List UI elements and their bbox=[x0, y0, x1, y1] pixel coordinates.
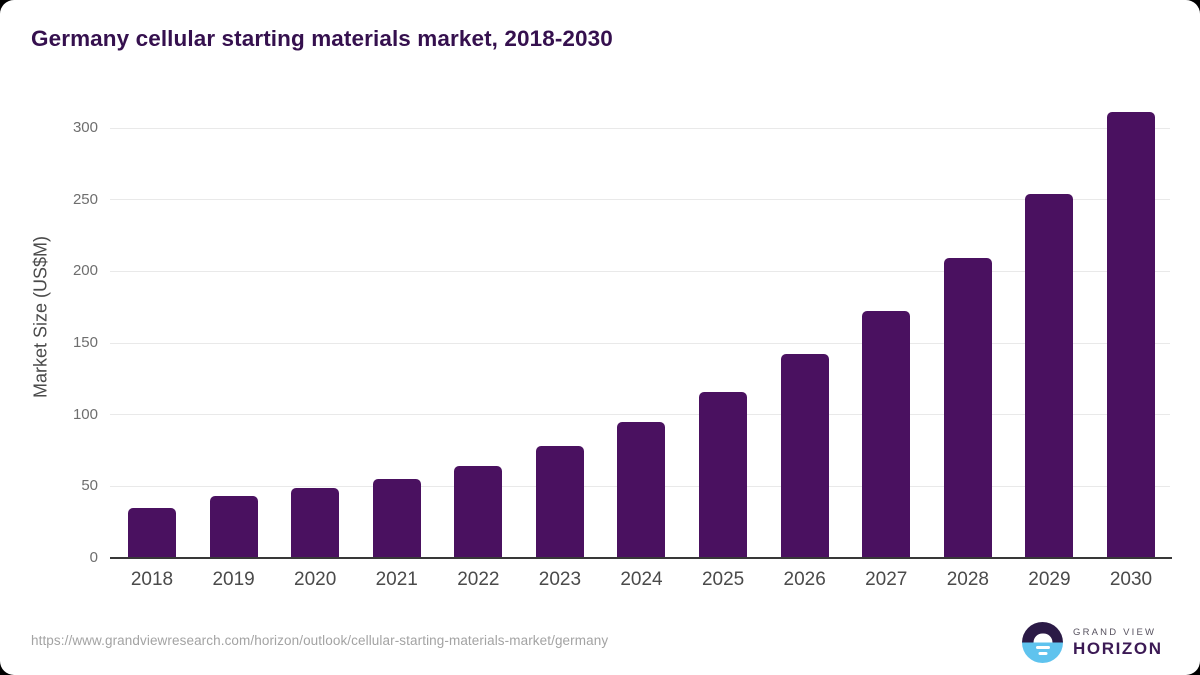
bar-2018 bbox=[128, 507, 176, 558]
gridline-300 bbox=[110, 127, 1170, 129]
x-axis-line bbox=[110, 557, 1172, 559]
bar-2027 bbox=[862, 311, 911, 558]
bar-2019 bbox=[209, 496, 258, 558]
y-tick-label-150: 150 bbox=[72, 334, 98, 351]
x-tick-label-2028: 2028 bbox=[946, 569, 989, 590]
logo-product-text: HORIZON bbox=[1073, 639, 1163, 658]
y-tick-label-0: 0 bbox=[89, 549, 98, 566]
bar-2023 bbox=[535, 446, 584, 558]
x-tick-label-2019: 2019 bbox=[212, 569, 255, 590]
y-tick-label-100: 100 bbox=[72, 405, 98, 423]
logo-text: GRAND VIEW HORIZON bbox=[1073, 627, 1163, 658]
x-tick-label-2024: 2024 bbox=[620, 569, 663, 590]
gridline-250 bbox=[110, 199, 1170, 201]
x-tick-label-2030: 2030 bbox=[1109, 569, 1153, 590]
bar-2021 bbox=[372, 479, 421, 558]
x-tick-label-2025: 2025 bbox=[701, 569, 745, 590]
bar-2022 bbox=[454, 466, 503, 558]
x-tick-label-2023: 2023 bbox=[538, 569, 582, 590]
chart-title: Germany cellular starting materials mark… bbox=[31, 26, 613, 51]
y-tick-label-50: 50 bbox=[81, 477, 98, 495]
y-tick-label-300: 300 bbox=[72, 119, 98, 136]
reflection-bar bbox=[1038, 651, 1047, 655]
x-tick-label-2020: 2020 bbox=[294, 569, 337, 590]
gridline-100 bbox=[110, 414, 1170, 416]
x-tick-label-2022: 2022 bbox=[457, 569, 500, 590]
horizon-sunset-icon bbox=[1022, 622, 1063, 663]
sun-shape bbox=[1033, 633, 1052, 643]
bar-2030 bbox=[1106, 112, 1155, 558]
bar-2020 bbox=[291, 487, 340, 558]
bar-2026 bbox=[780, 354, 829, 558]
gridline-150 bbox=[110, 342, 1170, 344]
y-tick-label-250: 250 bbox=[72, 190, 98, 208]
x-tick-label-2018: 2018 bbox=[130, 569, 174, 590]
bar-2024 bbox=[617, 421, 666, 558]
logo-brand-text: GRAND VIEW bbox=[1073, 627, 1157, 638]
x-tick-label-2029: 2029 bbox=[1028, 569, 1071, 590]
y-tick-label-200: 200 bbox=[72, 262, 98, 280]
grandview-horizon-logo: GRAND VIEW HORIZON bbox=[1022, 622, 1163, 663]
x-tick-label-2027: 2027 bbox=[865, 569, 908, 590]
reflection-bar bbox=[1035, 645, 1050, 649]
gridline-200 bbox=[110, 270, 1170, 272]
bar-2029 bbox=[1025, 193, 1074, 558]
bar-2028 bbox=[943, 258, 992, 558]
source-url: https://www.grandviewresearch.com/horizo… bbox=[31, 633, 609, 648]
x-tick-label-2026: 2026 bbox=[783, 569, 826, 590]
bar-2025 bbox=[699, 391, 748, 558]
x-tick-label-2021: 2021 bbox=[375, 569, 418, 590]
